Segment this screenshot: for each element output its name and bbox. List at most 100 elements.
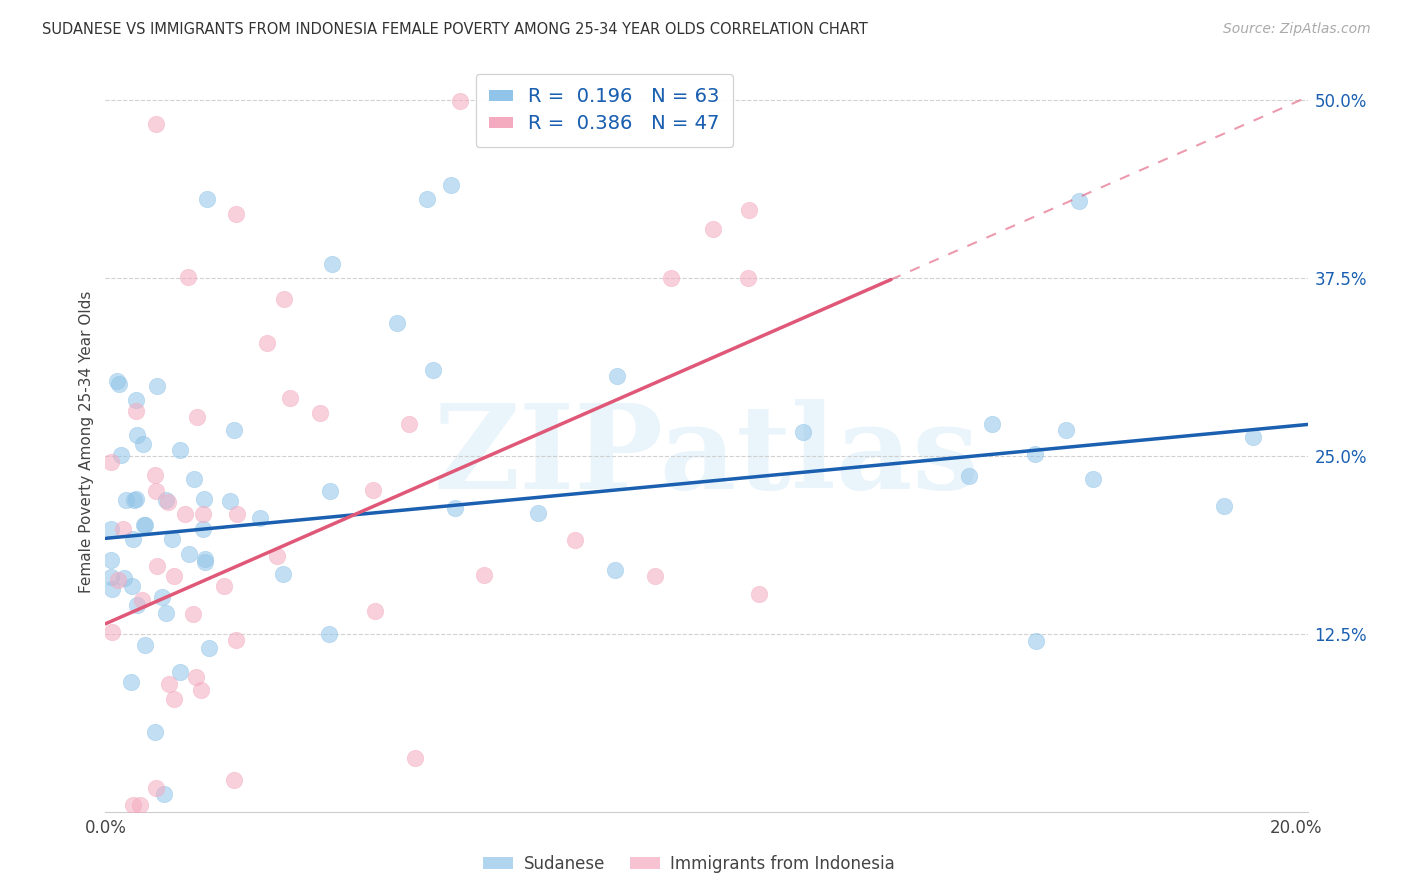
Point [444,500,467,515]
Point [318,484,340,499]
Point [1054,423,1077,437]
Point [186,670,208,684]
Point [702,222,724,236]
Y-axis label: Female Poverty Among 25-34 Year Olds: Female Poverty Among 25-34 Year Olds [79,291,94,592]
Point [193,492,215,507]
Point [129,797,152,812]
Point [181,607,204,622]
Point [125,492,148,507]
Point [363,483,385,497]
Legend: R =  0.196   N = 63, R =  0.386   N = 47: R = 0.196 N = 63, R = 0.386 N = 47 [475,74,733,146]
Point [107,573,129,587]
Point [273,292,295,306]
Point [225,633,247,648]
Point [183,472,205,486]
Point [256,335,278,350]
Point [737,270,759,285]
Point [100,570,122,584]
Text: Source: ZipAtlas.com: Source: ZipAtlas.com [1223,22,1371,37]
Point [195,193,218,207]
Point [218,493,240,508]
Point [177,269,200,284]
Point [162,692,184,706]
Point [439,178,461,193]
Point [1213,499,1236,513]
Point [125,428,148,442]
Point [134,518,156,533]
Point [146,379,169,393]
Point [980,417,1002,432]
Point [162,532,184,546]
Point [398,417,420,431]
Point [122,493,145,508]
Point [659,270,682,285]
Point [105,375,128,389]
Point [606,369,628,384]
Point [112,522,135,536]
Point [131,593,153,607]
Point [143,468,166,483]
Point [150,591,173,605]
Point [134,638,156,652]
Point [125,393,148,408]
Point [191,522,214,536]
Point [156,495,179,509]
Point [157,676,180,690]
Point [145,117,167,131]
Point [605,563,627,577]
Point [122,797,145,812]
Point [1024,447,1046,461]
Point [186,410,208,425]
Point [364,604,387,618]
Point [121,674,143,689]
Point [222,423,245,437]
Point [145,780,167,795]
Point [191,507,214,521]
Legend: Sudanese, Immigrants from Indonesia: Sudanese, Immigrants from Indonesia [477,848,901,880]
Point [100,552,122,566]
Point [404,750,426,764]
Point [122,533,145,547]
Point [108,376,131,391]
Point [644,568,666,582]
Point [134,518,156,533]
Point [225,207,247,221]
Point [194,555,217,569]
Point [1241,430,1264,444]
Point [792,425,814,439]
Point [214,579,236,593]
Point [225,507,247,521]
Point [318,626,340,640]
Text: ZIPatlas: ZIPatlas [433,399,980,514]
Point [271,567,294,582]
Point [110,448,132,462]
Point [174,508,197,522]
Point [748,587,770,601]
Point [308,406,330,420]
Point [125,404,148,418]
Point [422,363,444,377]
Point [416,193,439,207]
Point [1024,634,1046,648]
Point [1069,194,1091,208]
Point [564,533,586,547]
Point [179,547,201,561]
Point [121,579,143,593]
Point [198,640,221,655]
Point [472,567,495,582]
Point [115,493,138,508]
Point [163,568,186,582]
Text: SUDANESE VS IMMIGRANTS FROM INDONESIA FEMALE POVERTY AMONG 25-34 YEAR OLDS CORRE: SUDANESE VS IMMIGRANTS FROM INDONESIA FE… [42,22,868,37]
Point [145,483,167,498]
Point [100,522,122,536]
Point [125,599,148,613]
Point [153,787,176,801]
Point [155,606,177,620]
Point [1081,472,1104,486]
Point [266,549,288,563]
Point [112,572,135,586]
Point [169,665,191,680]
Point [222,772,245,787]
Point [957,468,980,483]
Point [321,256,343,270]
